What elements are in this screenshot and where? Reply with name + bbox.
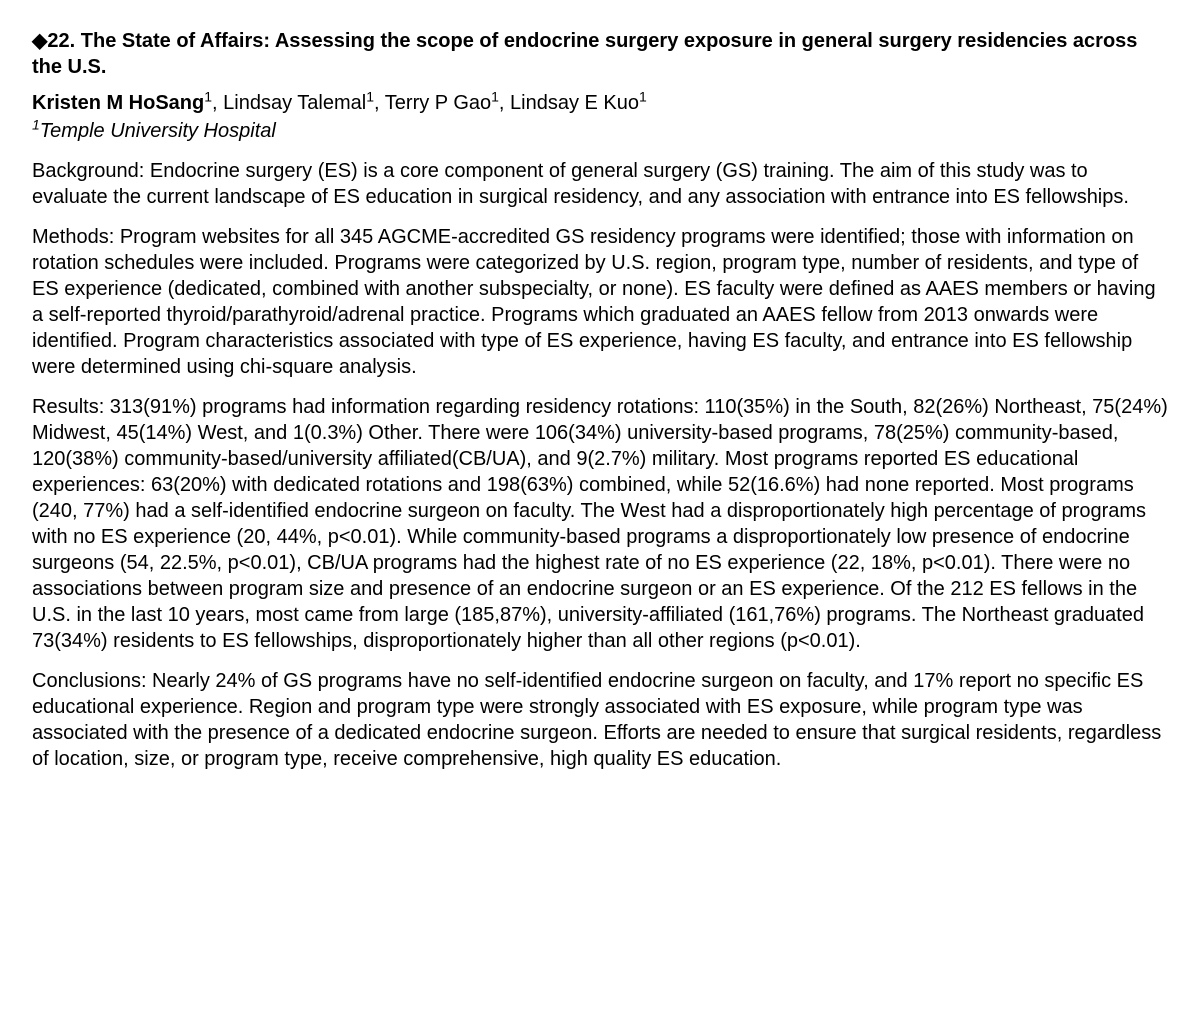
affiliation-text: Temple University Hospital <box>40 120 276 142</box>
authors-line: Kristen M HoSang1, Lindsay Talemal1, Ter… <box>32 90 1168 116</box>
abstract-title-text: The State of Affairs: Assessing the scop… <box>32 30 1137 78</box>
methods-paragraph: Methods: Program websites for all 345 AG… <box>32 224 1168 380</box>
author-2-sup: 1 <box>366 88 374 104</box>
abstract-title: ◆22. The State of Affairs: Assessing the… <box>32 28 1168 80</box>
author-4: Lindsay E Kuo <box>510 92 639 114</box>
author-3: Terry P Gao <box>385 92 491 114</box>
author-lead: Kristen M HoSang <box>32 92 204 114</box>
affiliation-sup: 1 <box>32 116 40 132</box>
author-lead-sup: 1 <box>204 88 212 104</box>
results-paragraph: Results: 313(91%) programs had informati… <box>32 394 1168 654</box>
diamond-icon: ◆ <box>32 30 47 52</box>
background-paragraph: Background: Endocrine surgery (ES) is a … <box>32 158 1168 210</box>
author-4-sup: 1 <box>639 88 647 104</box>
author-3-sup: 1 <box>491 88 499 104</box>
author-2: Lindsay Talemal <box>223 92 366 114</box>
conclusions-paragraph: Conclusions: Nearly 24% of GS programs h… <box>32 668 1168 772</box>
abstract-number: 22. <box>47 30 75 52</box>
affiliation-line: 1Temple University Hospital <box>32 118 1168 144</box>
